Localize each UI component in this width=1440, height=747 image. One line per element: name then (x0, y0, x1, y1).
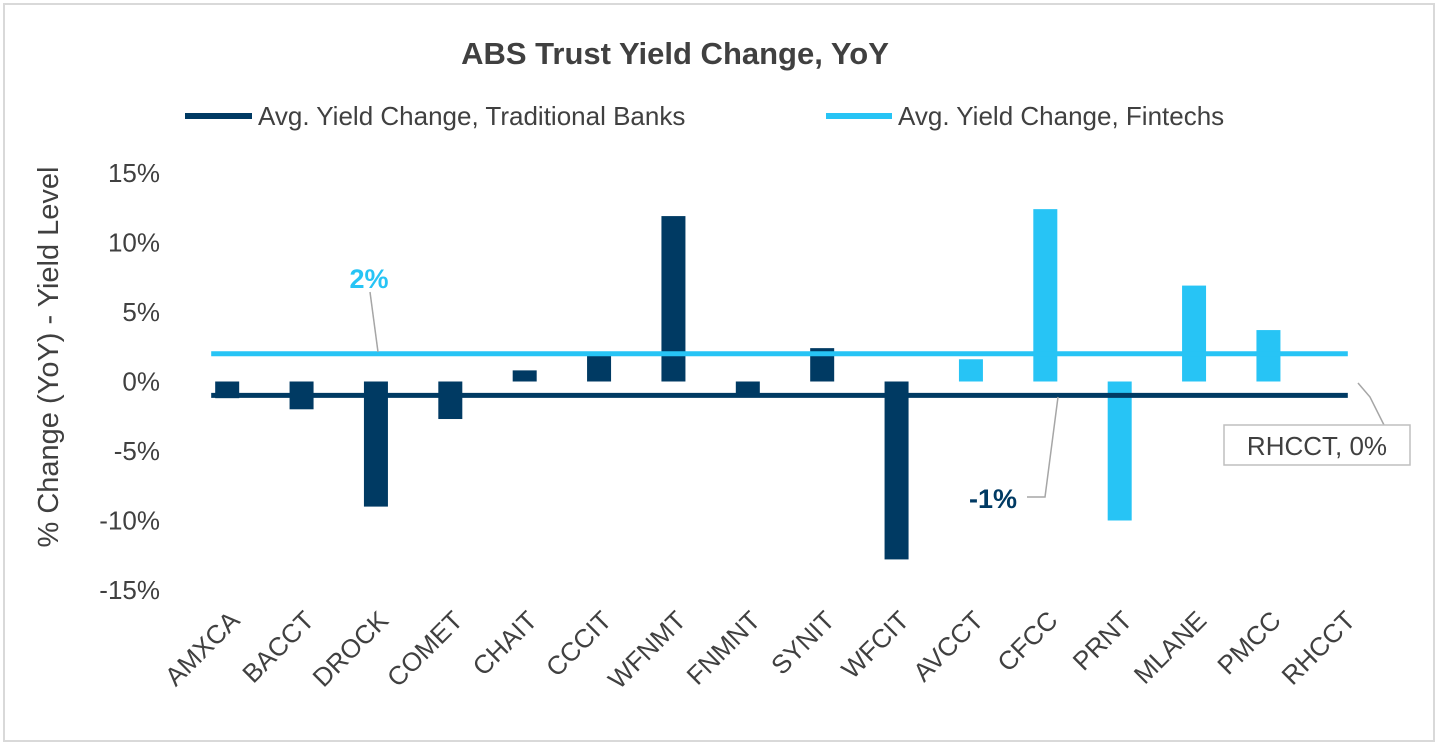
callout-leader-fintech (369, 291, 379, 353)
reference-lines (211, 351, 1348, 398)
x-tick-label-wfcit: WFCIT (835, 605, 914, 684)
x-tick-label-comet: COMET (381, 605, 469, 693)
x-tick-label-wfnmt: WFNMT (602, 605, 692, 695)
callout-fintech-average-label: 2% (349, 264, 388, 294)
bar-chait (512, 370, 537, 382)
bar-comet (438, 381, 463, 420)
chart-title: ABS Trust Yield Change, YoY (461, 36, 889, 71)
x-tick-label-synit: SYNIT (765, 605, 840, 680)
x-tick-label-chait: CHAIT (467, 605, 543, 681)
x-tick-label-rhcct: RHCCT (1275, 605, 1361, 691)
callout-rhcct: RHCCT, 0% (1223, 382, 1411, 466)
y-tick-label: 0% (122, 367, 160, 397)
legend: Avg. Yield Change, Traditional Banks Avg… (185, 101, 1224, 131)
x-tick-label-fnmnt: FNMNT (681, 605, 767, 691)
y-axis-ticks: 15% 10% 5% 0% -5% -10% -15% (99, 158, 160, 605)
x-tick-label-prnt: PRNT (1067, 605, 1138, 676)
x-axis-labels: AMXCABACCTDROCKCOMETCHAITCCCITWFNMTFNMNT… (159, 605, 1361, 695)
bar-drock (363, 381, 388, 507)
y-tick-label: -5% (114, 436, 160, 466)
callout-traditional-average-label: -1% (969, 484, 1017, 514)
y-tick-label: 15% (108, 158, 160, 188)
x-tick-label-bacct: BACCT (236, 605, 320, 689)
callout-box-rhcct (1223, 424, 1411, 466)
bar-cccit (587, 353, 612, 382)
callout-label-rhcct: RHCCT, 0% (1247, 431, 1387, 461)
callout-leader-rhcct (1357, 382, 1385, 426)
x-tick-label-mlane: MLANE (1128, 605, 1213, 690)
callout-leader-traditional (1027, 396, 1059, 498)
bar-fnmnt (735, 381, 760, 396)
callout-traditional-average: -1% (969, 396, 1059, 514)
y-axis-label: % Change (YoY) - Yield Level (33, 167, 65, 548)
bars (215, 209, 1281, 560)
callout-fintech-average: 2% (349, 264, 389, 353)
bar-wfcit (884, 381, 909, 560)
bar-prnt (1107, 381, 1132, 521)
legend-label-fintechs: Avg. Yield Change, Fintechs (898, 101, 1224, 131)
y-tick-label: 10% (108, 228, 160, 258)
legend-label-traditional-banks: Avg. Yield Change, Traditional Banks (258, 101, 685, 131)
x-tick-label-drock: DROCK (307, 605, 395, 693)
bar-wfnmt (661, 216, 686, 382)
y-tick-label: 5% (122, 297, 160, 327)
bar-mlane (1182, 285, 1207, 382)
x-tick-label-cfcc: CFCC (991, 605, 1063, 677)
y-tick-label: -10% (99, 506, 160, 536)
bar-avcct (958, 359, 983, 382)
x-tick-label-avcct: AVCCT (907, 605, 989, 687)
y-tick-label: -15% (99, 575, 160, 605)
x-tick-label-amxca: AMXCA (159, 605, 246, 692)
